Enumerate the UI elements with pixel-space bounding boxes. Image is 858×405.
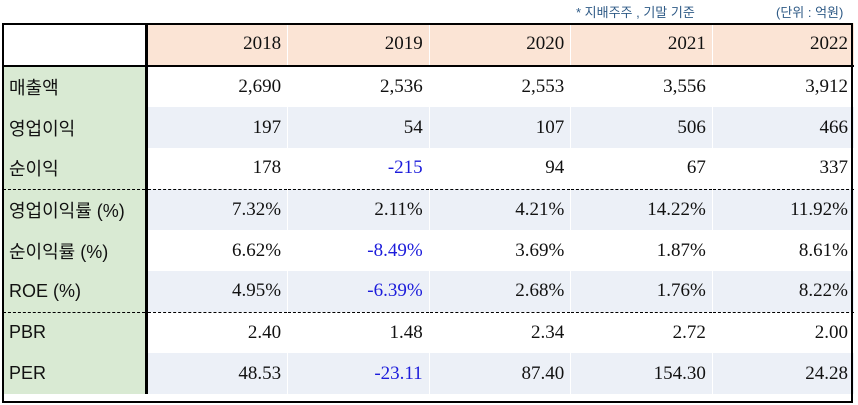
year-header: 2019 [287, 23, 430, 67]
table-cell: 154.30 [570, 353, 713, 394]
table-row: PER 48.53 -23.11 87.40 154.30 24.28 [3, 353, 854, 394]
header-row: 2018 2019 2020 2021 2022 [3, 23, 854, 67]
table-cell: -6.39% [287, 271, 430, 313]
table-cell: 7.32% [145, 189, 288, 230]
table-cell: 2.34 [428, 312, 571, 353]
table-cell: 1.76% [570, 271, 713, 313]
basis-note: * 지배주주 , 기말 기준 [576, 5, 695, 20]
row-label: 순이익률 (%) [3, 230, 148, 271]
table-cell: 48.53 [145, 353, 288, 394]
financial-table: 2018 2019 2020 2021 2022 매출액 2,690 2,536… [3, 23, 854, 394]
row-label: 영업이익 [3, 107, 148, 148]
table-cell: 2,553 [428, 66, 571, 107]
table-cell: -23.11 [287, 353, 430, 394]
unit-note: (단위 : 억원) [776, 5, 844, 20]
table-cell: 87.40 [428, 353, 571, 394]
row-label: ROE (%) [3, 271, 148, 313]
table-cell: 14.22% [570, 189, 713, 230]
table-cell: 67 [570, 148, 713, 190]
table-cell: 24.28 [711, 353, 854, 394]
table-cell: 94 [428, 148, 571, 190]
table-cell: 506 [570, 107, 713, 148]
table-row: 매출액 2,690 2,536 2,553 3,556 3,912 [3, 66, 854, 107]
table-row: ROE (%) 4.95% -6.39% 2.68% 1.76% 8.22% [3, 271, 854, 313]
table-row: 순이익 178 -215 94 67 337 [3, 148, 854, 190]
year-header: 2022 [711, 23, 854, 67]
table-cell: 2,690 [145, 66, 288, 107]
table-cell: 54 [287, 107, 430, 148]
row-label: 영업이익률 (%) [3, 189, 148, 230]
table-cell: 3,556 [570, 66, 713, 107]
row-label: PBR [3, 312, 148, 353]
table-cell: 2.40 [145, 312, 288, 353]
table-cell: 178 [145, 148, 288, 190]
year-header: 2020 [428, 23, 571, 67]
year-header: 2018 [145, 23, 288, 67]
table-row: PBR 2.40 1.48 2.34 2.72 2.00 [3, 312, 854, 353]
table-cell: 2.72 [570, 312, 713, 353]
table-cell: 197 [145, 107, 288, 148]
table-cell: 3.69% [428, 230, 571, 271]
row-label: 순이익 [3, 148, 148, 190]
table-cell: 1.87% [570, 230, 713, 271]
row-label: PER [3, 353, 148, 394]
table-cell: 3,912 [711, 66, 854, 107]
table-row: 영업이익 197 54 107 506 466 [3, 107, 854, 148]
table-cell: 2,536 [287, 66, 430, 107]
table-cell: 4.95% [145, 271, 288, 313]
table-cell: 11.92% [711, 189, 854, 230]
table-cell: 107 [428, 107, 571, 148]
table-cell: 8.22% [711, 271, 854, 313]
table-cell: 8.61% [711, 230, 854, 271]
table-cell: 466 [711, 107, 854, 148]
table-cell: 2.68% [428, 271, 571, 313]
table-cell: 2.00 [711, 312, 854, 353]
table-cell: 2.11% [287, 189, 430, 230]
table-cell: 337 [711, 148, 854, 190]
year-header: 2021 [570, 23, 713, 67]
table-cell: 4.21% [428, 189, 571, 230]
row-label: 매출액 [3, 66, 148, 107]
table-cell: -215 [287, 148, 430, 190]
header-corner [3, 23, 148, 67]
table-row: 순이익률 (%) 6.62% -8.49% 3.69% 1.87% 8.61% [3, 230, 854, 271]
table-cell: -8.49% [287, 230, 430, 271]
table-cell: 1.48 [287, 312, 430, 353]
table-cell: 6.62% [145, 230, 288, 271]
table-row: 영업이익률 (%) 7.32% 2.11% 4.21% 14.22% 11.92… [3, 189, 854, 230]
